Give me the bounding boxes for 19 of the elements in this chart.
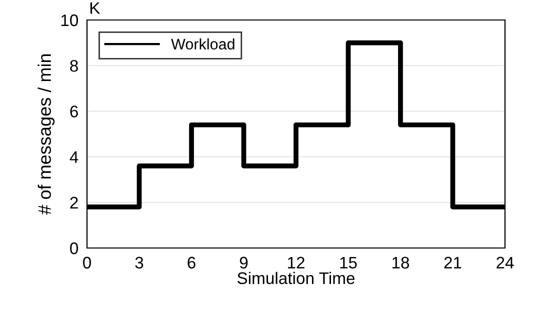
x-tick-label: 15 bbox=[340, 256, 357, 269]
y-tick-label: 2 bbox=[70, 196, 78, 208]
y-tick-label: 6 bbox=[70, 106, 78, 118]
y-tick-label: 8 bbox=[70, 60, 78, 72]
x-tick-label: 9 bbox=[240, 256, 248, 269]
x-tick-label: 12 bbox=[288, 256, 304, 268]
y-axis-title: # of messages / min bbox=[38, 54, 55, 215]
y-tick-label: 4 bbox=[70, 151, 78, 163]
legend-label: Workload bbox=[171, 38, 234, 50]
x-tick-label: 24 bbox=[496, 256, 514, 268]
y-tick-label: 10 bbox=[61, 14, 78, 26]
x-tick-label: 0 bbox=[83, 256, 91, 269]
x-tick-label: 21 bbox=[444, 256, 462, 268]
y-tick-label: 0 bbox=[70, 242, 78, 254]
text: K bbox=[90, 2, 100, 14]
x-axis-title: Simulation Time bbox=[237, 272, 355, 284]
x-tick-label: 18 bbox=[392, 256, 410, 269]
x-tick-label: 3 bbox=[135, 256, 144, 269]
x-tick-label: 6 bbox=[188, 256, 196, 269]
